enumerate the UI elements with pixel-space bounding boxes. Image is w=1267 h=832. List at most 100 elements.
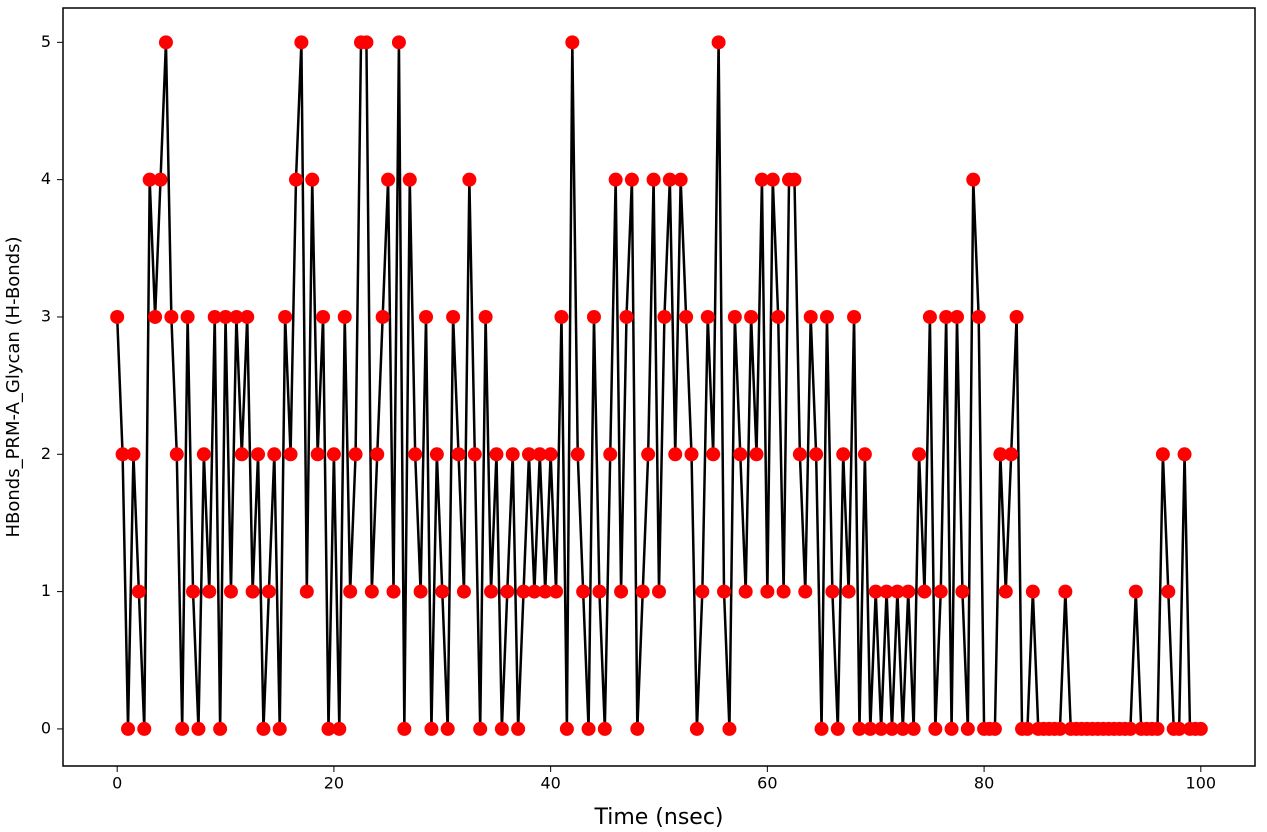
data-point [673, 172, 688, 187]
data-point [706, 447, 721, 462]
data-point [278, 309, 293, 324]
data-point [511, 721, 526, 736]
data-point [830, 721, 845, 736]
data-point [603, 447, 618, 462]
x-tick-label: 20 [324, 774, 344, 793]
data-point [998, 584, 1013, 599]
data-point [359, 35, 374, 50]
data-point [570, 447, 585, 462]
data-point [939, 309, 954, 324]
data-point [814, 721, 829, 736]
data-point [148, 309, 163, 324]
y-tick-label: 4 [41, 169, 51, 188]
data-point [186, 584, 201, 599]
data-point [565, 35, 580, 50]
data-point [554, 309, 569, 324]
data-point [142, 172, 157, 187]
data-point [175, 721, 190, 736]
data-point [754, 172, 769, 187]
data-point [180, 309, 195, 324]
data-point [657, 309, 672, 324]
data-point [1155, 447, 1170, 462]
data-point [1058, 584, 1073, 599]
x-tick-label: 40 [540, 774, 560, 793]
data-point [158, 35, 173, 50]
data-point [700, 309, 715, 324]
data-point [966, 172, 981, 187]
data-point [679, 309, 694, 324]
data-point [169, 447, 184, 462]
data-point [223, 584, 238, 599]
data-point [375, 309, 390, 324]
data-point [695, 584, 710, 599]
data-point [868, 584, 883, 599]
data-point [738, 584, 753, 599]
data-point [809, 447, 824, 462]
data-point [641, 447, 656, 462]
data-point [527, 584, 542, 599]
data-point [462, 172, 477, 187]
data-line [115, 41, 1201, 731]
y-axis-title: HBonds_PRM-A_Glycan (H-Bonds) [3, 236, 24, 537]
data-point [218, 309, 233, 324]
data-point [467, 447, 482, 462]
data-point [895, 721, 910, 736]
data-point [803, 309, 818, 324]
data-point [337, 309, 352, 324]
data-point [484, 584, 499, 599]
data-point [343, 584, 358, 599]
data-point [478, 309, 493, 324]
data-point [711, 35, 726, 50]
data-point [326, 447, 341, 462]
data-point [321, 721, 336, 736]
y-tick-label: 2 [41, 444, 51, 463]
data-point [370, 447, 385, 462]
data-point [364, 584, 379, 599]
data-point [305, 172, 320, 187]
data-point [489, 447, 504, 462]
data-point [912, 447, 927, 462]
data-point [689, 721, 704, 736]
data-point [435, 584, 450, 599]
data-point [727, 309, 742, 324]
data-point [402, 172, 417, 187]
data-point [765, 172, 780, 187]
data-point [836, 447, 851, 462]
data-point [245, 584, 260, 599]
data-point [316, 309, 331, 324]
data-point [652, 584, 666, 599]
data-point [494, 721, 509, 736]
data-point [874, 721, 889, 736]
data-point [922, 309, 937, 324]
data-point [310, 447, 325, 462]
data-point [1172, 721, 1187, 736]
data-point [733, 447, 748, 462]
data-point [126, 447, 141, 462]
data-point [110, 309, 125, 324]
data-point [267, 447, 282, 462]
data-point [928, 721, 943, 736]
data-point [776, 584, 791, 599]
data-point [381, 172, 396, 187]
data-point [863, 721, 878, 736]
y-tick-label: 1 [41, 581, 51, 600]
data-point [819, 309, 834, 324]
data-point [1025, 584, 1040, 599]
data-point [413, 584, 428, 599]
data-point [429, 447, 444, 462]
x-axis-title: Time (nsec) [593, 805, 723, 830]
data-point [857, 447, 872, 462]
data-point [635, 584, 650, 599]
x-tick-label: 100 [1186, 774, 1217, 793]
data-point [944, 721, 959, 736]
data-point [993, 447, 1008, 462]
data-point [960, 721, 975, 736]
data-point [207, 309, 222, 324]
data-point [456, 584, 471, 599]
data-point [451, 447, 466, 462]
data-point [950, 309, 964, 324]
data-point [516, 584, 531, 599]
data-point [684, 447, 699, 462]
data-point [1004, 447, 1019, 462]
